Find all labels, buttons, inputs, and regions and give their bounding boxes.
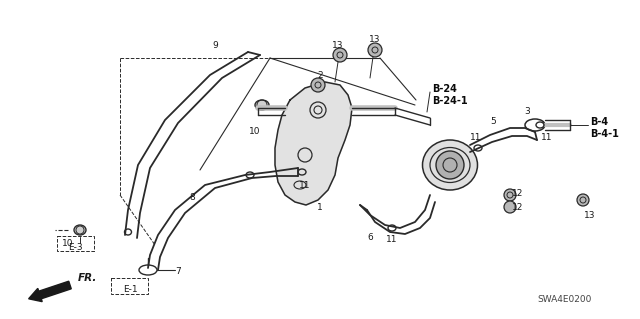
Ellipse shape [74, 225, 86, 235]
Text: SWA4E0200: SWA4E0200 [538, 295, 592, 305]
Circle shape [311, 78, 325, 92]
Text: 5: 5 [490, 117, 496, 127]
Text: E-1: E-1 [123, 286, 138, 294]
Circle shape [577, 194, 589, 206]
Text: B-4
B-4-1: B-4 B-4-1 [590, 117, 619, 139]
Text: 11: 11 [541, 133, 553, 143]
Circle shape [504, 201, 516, 213]
Text: 10: 10 [62, 239, 74, 248]
Circle shape [436, 151, 464, 179]
Text: 11: 11 [387, 235, 397, 244]
Text: E-3: E-3 [68, 243, 83, 253]
Text: 6: 6 [367, 234, 373, 242]
Text: 13: 13 [332, 41, 344, 49]
Circle shape [368, 43, 382, 57]
Text: FR.: FR. [78, 273, 97, 283]
Text: 11: 11 [300, 181, 311, 189]
Text: 1: 1 [317, 204, 323, 212]
Text: 11: 11 [470, 133, 482, 143]
Circle shape [333, 48, 347, 62]
Circle shape [504, 189, 516, 201]
Text: 9: 9 [212, 41, 218, 50]
Text: 7: 7 [175, 266, 181, 276]
Text: 12: 12 [512, 189, 524, 197]
Text: 12: 12 [512, 204, 524, 212]
Text: 10: 10 [249, 128, 260, 137]
Ellipse shape [255, 100, 269, 110]
Ellipse shape [422, 140, 477, 190]
Text: 13: 13 [584, 211, 596, 219]
Polygon shape [275, 82, 352, 205]
Text: 2: 2 [317, 70, 323, 79]
Text: 3: 3 [524, 108, 530, 116]
Text: 13: 13 [369, 35, 381, 44]
Text: 8: 8 [189, 194, 195, 203]
Text: B-24
B-24-1: B-24 B-24-1 [432, 84, 468, 106]
FancyArrow shape [29, 281, 71, 302]
